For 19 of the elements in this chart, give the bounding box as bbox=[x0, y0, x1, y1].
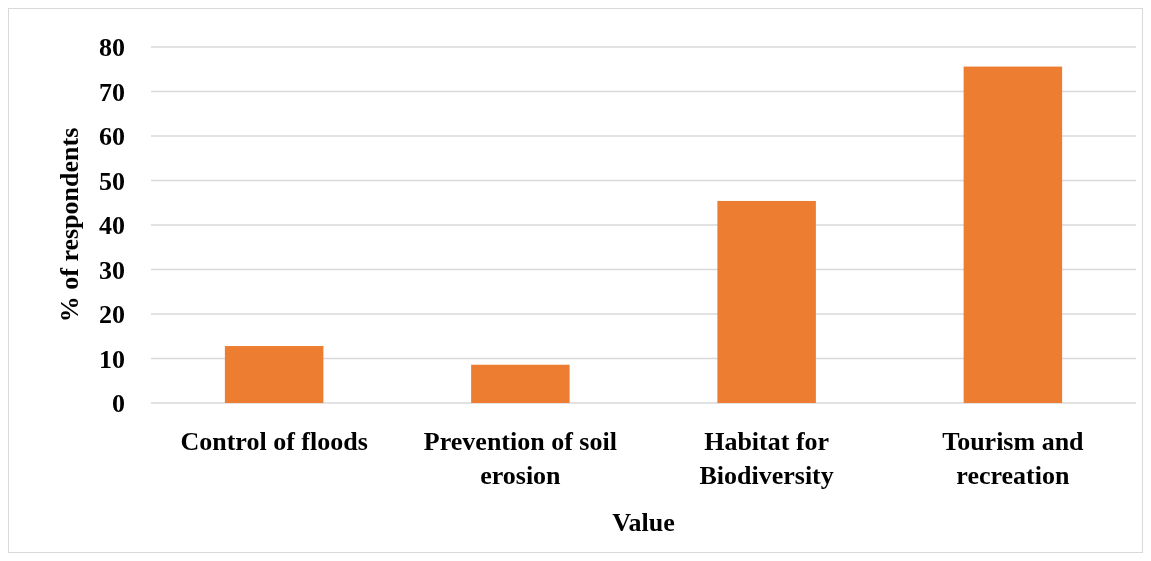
y-tick-label: 40 bbox=[99, 211, 125, 241]
y-tick-label: 80 bbox=[99, 33, 125, 63]
x-tick-label: Habitat for Biodiversity bbox=[699, 427, 834, 490]
y-tick-label: 30 bbox=[99, 255, 125, 285]
bar bbox=[471, 364, 570, 403]
y-tick-label: 20 bbox=[99, 300, 125, 330]
y-tick-label: 10 bbox=[99, 344, 125, 374]
bar bbox=[224, 346, 324, 403]
y-axis-title: % of respondents bbox=[55, 127, 84, 323]
y-tick-label: 60 bbox=[99, 122, 125, 152]
bar bbox=[717, 200, 816, 403]
y-tick-label: 0 bbox=[112, 389, 125, 419]
y-tick-label: 70 bbox=[99, 77, 125, 107]
x-tick-label: Control of floods bbox=[180, 427, 368, 456]
bar bbox=[963, 66, 1063, 403]
x-axis-title: Value bbox=[612, 508, 675, 537]
y-tick-label: 50 bbox=[99, 166, 125, 196]
x-tick-label: Tourism and recreation bbox=[942, 427, 1085, 490]
x-tick-label: Prevention of soil erosion bbox=[423, 427, 617, 490]
